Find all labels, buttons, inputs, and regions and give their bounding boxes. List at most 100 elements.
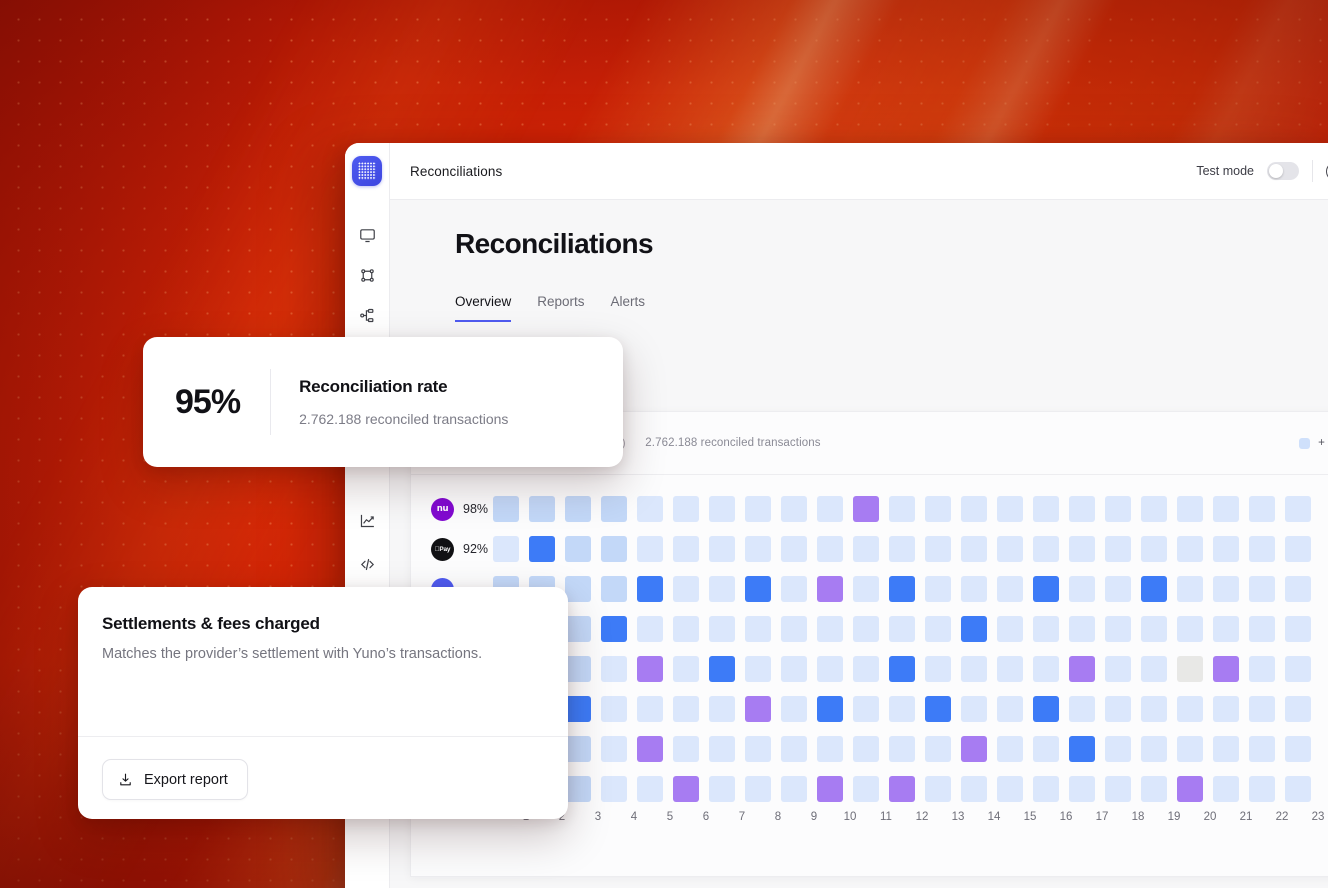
heatmap-cell[interactable]	[1141, 496, 1167, 522]
heatmap-cell[interactable]	[853, 616, 879, 642]
heatmap-cell[interactable]	[565, 736, 591, 762]
heatmap-cell[interactable]	[817, 656, 843, 682]
heatmap-cell[interactable]	[565, 776, 591, 802]
heatmap-cell[interactable]	[1213, 496, 1239, 522]
heatmap-cell[interactable]	[673, 496, 699, 522]
heatmap-cell[interactable]	[1141, 776, 1167, 802]
heatmap-cell[interactable]	[997, 696, 1023, 722]
heatmap-cell[interactable]	[1177, 616, 1203, 642]
heatmap-cell[interactable]	[1105, 696, 1131, 722]
heatmap-cell[interactable]	[781, 736, 807, 762]
heatmap-cell[interactable]	[1249, 576, 1275, 602]
heatmap-cell[interactable]	[1177, 696, 1203, 722]
heatmap-cell[interactable]	[1069, 656, 1095, 682]
heatmap-cell[interactable]	[565, 536, 591, 562]
heatmap-cell[interactable]	[637, 536, 663, 562]
heatmap-cell[interactable]	[853, 576, 879, 602]
heatmap-cell[interactable]	[889, 776, 915, 802]
heatmap-cell[interactable]	[853, 776, 879, 802]
heatmap-cell[interactable]	[709, 736, 735, 762]
transform-frame-icon[interactable]	[358, 266, 376, 284]
heatmap-cell[interactable]	[529, 536, 555, 562]
heatmap-cell[interactable]	[1249, 536, 1275, 562]
heatmap-cell[interactable]	[1249, 736, 1275, 762]
heatmap-cell[interactable]	[745, 536, 771, 562]
heatmap-cell[interactable]	[961, 696, 987, 722]
heatmap-cell[interactable]	[601, 736, 627, 762]
heatmap-cell[interactable]	[1285, 736, 1311, 762]
heatmap-cell[interactable]	[781, 616, 807, 642]
heatmap-cell[interactable]	[997, 736, 1023, 762]
heatmap-cell[interactable]	[637, 696, 663, 722]
heatmap-cell[interactable]	[745, 576, 771, 602]
heatmap-cell[interactable]	[1105, 576, 1131, 602]
heatmap-cell[interactable]	[1249, 496, 1275, 522]
heatmap-cell[interactable]	[817, 536, 843, 562]
heatmap-cell[interactable]	[781, 576, 807, 602]
heatmap-cell[interactable]	[1033, 736, 1059, 762]
heatmap-cell[interactable]	[1033, 776, 1059, 802]
heatmap-cell[interactable]	[601, 776, 627, 802]
heatmap-cell[interactable]	[997, 776, 1023, 802]
heatmap-cell[interactable]	[601, 656, 627, 682]
heatmap-cell[interactable]	[853, 736, 879, 762]
heatmap-cell[interactable]	[925, 656, 951, 682]
dot-grid-logo-icon[interactable]	[352, 156, 382, 186]
heatmap-cell[interactable]	[781, 496, 807, 522]
heatmap-cell[interactable]	[1069, 496, 1095, 522]
heatmap-cell[interactable]	[1249, 696, 1275, 722]
heatmap-cell[interactable]	[1105, 776, 1131, 802]
heatmap-cell[interactable]	[925, 496, 951, 522]
tab-alerts[interactable]: Alerts	[610, 294, 646, 309]
heatmap-cell[interactable]	[745, 496, 771, 522]
heatmap-cell[interactable]	[961, 656, 987, 682]
heatmap-cell[interactable]	[493, 536, 519, 562]
heatmap-cell[interactable]	[1285, 536, 1311, 562]
heatmap-cell[interactable]	[601, 576, 627, 602]
heatmap-cell[interactable]	[1105, 736, 1131, 762]
heatmap-cell[interactable]	[817, 696, 843, 722]
heatmap-cell[interactable]	[565, 576, 591, 602]
heatmap-cell[interactable]	[673, 696, 699, 722]
heatmap-cell[interactable]	[1213, 576, 1239, 602]
heatmap-cell[interactable]	[781, 776, 807, 802]
heatmap-cell[interactable]	[709, 576, 735, 602]
heatmap-cell[interactable]	[961, 536, 987, 562]
heatmap-cell[interactable]	[961, 776, 987, 802]
breadcrumb[interactable]: Reconciliations	[410, 163, 503, 179]
heatmap-cell[interactable]	[817, 736, 843, 762]
heatmap-cell[interactable]	[1249, 776, 1275, 802]
heatmap-cell[interactable]	[1033, 696, 1059, 722]
sitemap-nodes-icon[interactable]	[358, 306, 376, 324]
heatmap-cell[interactable]	[565, 656, 591, 682]
heatmap-cell[interactable]	[997, 576, 1023, 602]
heatmap-cell[interactable]	[925, 776, 951, 802]
heatmap-cell[interactable]	[961, 736, 987, 762]
test-mode-toggle[interactable]	[1267, 162, 1299, 180]
heatmap-cell[interactable]	[673, 536, 699, 562]
heatmap-cell[interactable]	[1141, 736, 1167, 762]
heatmap-cell[interactable]	[673, 576, 699, 602]
heatmap-cell[interactable]	[781, 696, 807, 722]
heatmap-cell[interactable]	[1069, 576, 1095, 602]
heatmap-cell[interactable]	[1213, 536, 1239, 562]
heatmap-cell[interactable]	[565, 616, 591, 642]
heatmap-cell[interactable]	[997, 656, 1023, 682]
heatmap-cell[interactable]	[925, 736, 951, 762]
heatmap-cell[interactable]	[1177, 656, 1203, 682]
heatmap-cell[interactable]	[673, 656, 699, 682]
heatmap-cell[interactable]	[889, 536, 915, 562]
heatmap-cell[interactable]	[1141, 616, 1167, 642]
heatmap-cell[interactable]	[601, 616, 627, 642]
heatmap-cell[interactable]	[1033, 536, 1059, 562]
heatmap-cell[interactable]	[493, 496, 519, 522]
heatmap-cell[interactable]	[709, 656, 735, 682]
heatmap-cell[interactable]	[1105, 536, 1131, 562]
heatmap-cell[interactable]	[637, 776, 663, 802]
heatmap-cell[interactable]	[637, 576, 663, 602]
heatmap-cell[interactable]	[889, 576, 915, 602]
heatmap-cell[interactable]	[637, 656, 663, 682]
heatmap-cell[interactable]	[997, 536, 1023, 562]
heatmap-cell[interactable]	[673, 776, 699, 802]
heatmap-cell[interactable]	[889, 656, 915, 682]
